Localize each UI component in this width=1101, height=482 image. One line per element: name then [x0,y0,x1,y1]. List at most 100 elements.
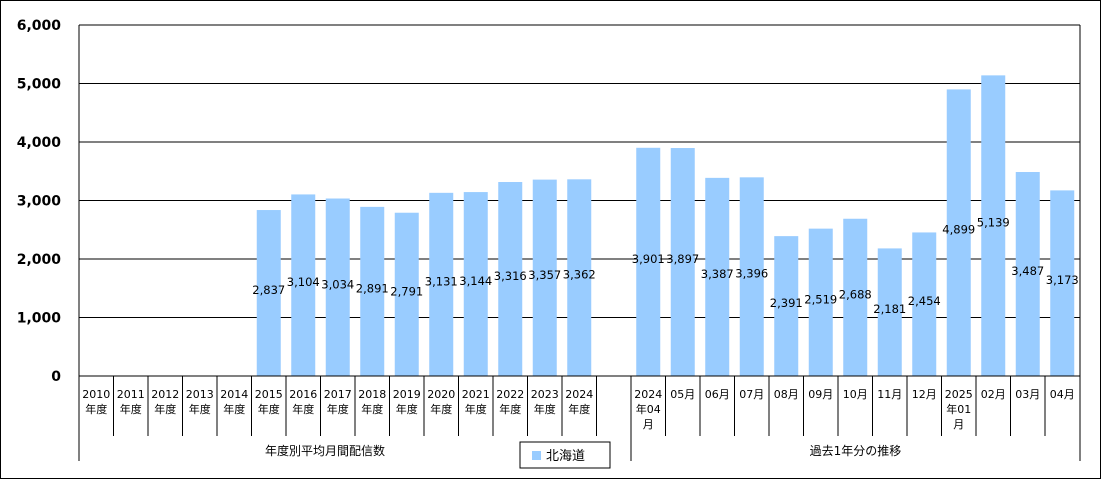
bar [912,232,937,376]
bar [808,228,833,376]
x-tick-label: 2015 [255,388,283,401]
group-label: 過去1年分の推移 [810,444,902,458]
x-tick-label: 2018 [358,388,386,401]
y-tick-label: 1,000 [17,311,62,327]
x-tick-label: 年04 [636,402,661,416]
x-tick-label: 10月 [843,388,868,401]
legend-swatch [532,451,541,460]
x-tick-label: 2024 [634,388,662,401]
y-axis: 0 1,000 2,000 3,000 4,000 5,000 6,000 [17,18,1081,385]
x-tick-label: 2017 [324,388,352,401]
x-tick-label: 2020 [427,388,455,401]
bar [981,75,1006,376]
x-tick-label: 08月 [774,388,799,401]
x-tick-label: 年度 [396,402,418,416]
bar [463,192,488,376]
x-tick-label: 05月 [670,388,695,401]
bar [636,147,661,376]
bar [877,248,902,376]
x-tick-label: 2013 [186,388,214,401]
data-label: 3,034 [321,277,354,291]
x-tick-label: 2025 [945,388,973,401]
bar [498,182,523,376]
legend: 北海道 [519,441,611,469]
x-axis: 2010年度2011年度2012年度2013年度2014年度2015年度2016… [78,375,1081,461]
data-label: 2,891 [356,281,389,295]
bar [567,179,592,376]
x-tick-label: 年度 [534,402,556,416]
data-label: 3,396 [735,267,768,281]
x-tick-label: 07月 [739,388,764,401]
bar [946,89,971,376]
x-tick-label: 06月 [705,388,730,401]
bar [705,177,730,376]
bar [670,148,695,376]
bar [394,212,419,376]
data-label: 2,791 [390,284,423,298]
y-tick-label: 0 [51,369,61,385]
x-tick-label: 年度 [85,402,107,416]
y-tick-label: 5,000 [17,77,62,93]
legend-label: 北海道 [546,449,585,464]
x-tick-label: 年度 [154,402,176,416]
x-tick-label: 2014 [220,388,248,401]
x-tick-label: 年度 [361,402,383,416]
data-label: 3,387 [701,267,734,281]
x-tick-label: 2024 [565,388,593,401]
bar [774,236,799,376]
x-tick-label: 2012 [151,388,179,401]
bars [256,75,1075,376]
data-label: 3,897 [666,252,699,266]
x-tick-label: 年度 [292,402,314,416]
x-tick-label: 11月 [877,388,902,401]
x-tick-label: 年度 [430,402,452,416]
x-tick-label: 2016 [289,388,317,401]
bar [1050,190,1075,376]
bar [360,206,385,376]
x-tick-label: 年度 [223,402,245,416]
x-tick-label: 04月 [1050,388,1075,401]
bar [325,198,350,376]
x-tick-label: 2019 [393,388,421,401]
group-label: 年度別平均月間配信数 [265,443,385,458]
x-tick-label: 年度 [499,402,521,416]
data-label: 2,837 [252,283,285,297]
x-tick-label: 月 [953,418,964,431]
data-label: 5,139 [977,216,1010,230]
x-tick-label: 年度 [258,402,280,416]
x-tick-label: 月 [643,418,654,431]
bar [1015,172,1040,376]
data-label: 3,901 [632,252,665,266]
bar [843,218,868,376]
y-tick-label: 6,000 [17,18,62,34]
bar [256,210,281,376]
data-label: 3,173 [1046,273,1079,287]
x-tick-label: 年度 [465,402,487,416]
y-tick-label: 4,000 [17,135,62,151]
bar [739,177,764,376]
data-label: 2,391 [770,296,803,310]
data-label: 3,487 [1011,264,1044,278]
data-label: 2,454 [908,294,941,308]
x-tick-label: 2011 [117,388,145,401]
x-tick-label: 02月 [981,388,1006,401]
data-label: 2,519 [804,292,837,306]
bar [532,179,557,376]
data-label: 2,181 [873,302,906,316]
data-label: 3,144 [459,274,492,288]
data-label: 2,688 [839,287,872,301]
x-tick-label: 2010 [82,388,110,401]
x-tick-label: 12月 [912,388,937,401]
data-label: 3,357 [528,268,561,282]
x-tick-label: 年度 [568,402,590,416]
data-label: 3,362 [563,268,596,282]
x-tick-label: 09月 [808,388,833,401]
y-tick-label: 3,000 [17,194,62,210]
data-label: 3,131 [425,274,458,288]
data-label: 4,899 [942,223,975,237]
bar [291,194,316,376]
bar [429,192,454,376]
